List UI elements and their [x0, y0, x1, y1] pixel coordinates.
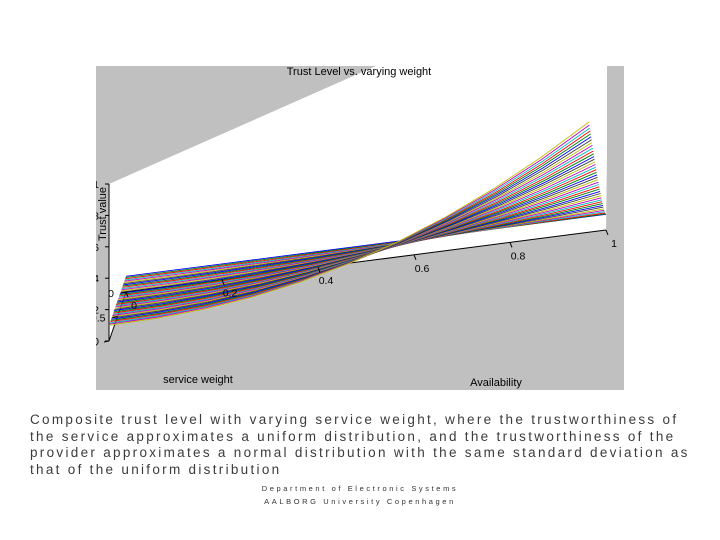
x-tick-label: 0.4 — [319, 275, 334, 287]
figure-caption: Composite trust level with varying servi… — [30, 412, 690, 477]
x-tick-label: 0.2 — [223, 288, 238, 300]
footer-university: AALBORG University Copenhagen — [264, 497, 456, 506]
y-tick-mark — [103, 340, 110, 343]
x-tick-mark — [509, 242, 513, 248]
series-line — [125, 212, 606, 280]
y-tick-label: 0.5 — [96, 313, 106, 325]
y-tick-label: 0 — [108, 288, 114, 300]
y-tick-mark — [112, 316, 118, 318]
y-tick-label: 1 — [96, 337, 97, 349]
z-tick-label: 0.4 — [96, 273, 99, 285]
x-tick-label: 1 — [611, 238, 617, 250]
x-tick-label: 0.6 — [415, 263, 430, 275]
series-line — [124, 209, 605, 282]
x-tick-mark — [413, 254, 417, 260]
series-line — [123, 208, 604, 283]
x-tick-mark — [605, 229, 609, 236]
y-axis-label: service weight — [163, 374, 233, 386]
series-line — [123, 206, 604, 285]
chart-title: Trust Level vs. varying weight — [287, 66, 431, 78]
x-axis-label: Availability — [470, 377, 522, 389]
series-line — [108, 121, 590, 326]
z-tick-label: 1 — [96, 179, 99, 191]
series-line — [124, 211, 605, 281]
z-tick-label: 0.8 — [96, 210, 99, 222]
x-tick-mark — [125, 291, 129, 298]
footer-department: Department of Electronic Systems — [261, 484, 459, 493]
z-axis-label: Trust value — [97, 187, 109, 241]
series-line — [122, 203, 603, 287]
y-tick-mark — [120, 291, 127, 294]
x-tick-mark — [221, 279, 225, 285]
z-tick-label: 0.6 — [96, 242, 99, 254]
z-tick-label: 0 — [96, 336, 99, 348]
series-group — [108, 121, 607, 326]
x-tick-label: 0 — [131, 300, 137, 312]
x-tick-label: 0.8 — [511, 250, 526, 262]
x-tick-mark — [317, 267, 321, 273]
z-tick-label: 0.2 — [96, 305, 99, 317]
